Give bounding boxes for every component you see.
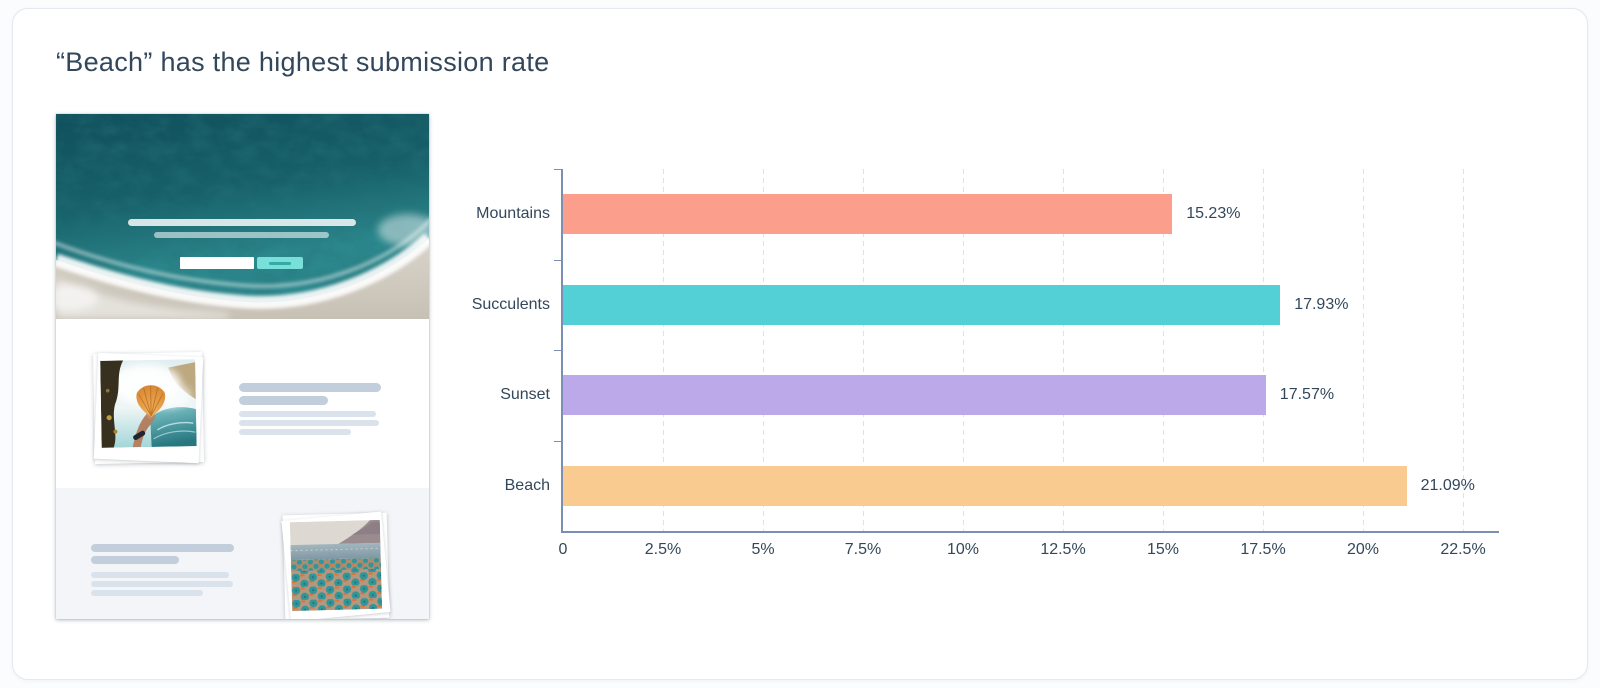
beach-umbrellas-polaroid [282,512,390,619]
x-axis-tick-label: 5% [751,541,775,558]
category-label-sunset: Sunset [500,386,550,404]
x-axis-tick-label: 0 [558,541,568,558]
bar-beach[interactable] [563,465,1407,506]
hero-subheadline-placeholder [154,232,329,238]
shell-photo [100,359,197,448]
category-label-succulents: Succulents [471,295,550,313]
gridline-5% [762,169,764,531]
x-axis-tick-label: 10% [946,541,980,558]
x-axis-tick-label: 20% [1346,541,1380,558]
value-label-mountains: 15.23% [1186,205,1241,223]
gridline-10% [962,169,964,531]
y-axis-tick [554,169,563,171]
y-axis-tick [554,350,563,352]
hero-headline-placeholder [128,219,356,226]
y-axis-tick [554,259,563,261]
report-card: “Beach” has the highest submission rate [12,8,1588,680]
hero-ocean-aerial-image [56,114,429,319]
gridline-15% [1162,169,1164,531]
y-axis-tick [554,440,563,442]
text-placeholder-heading [91,556,179,564]
gridline-7.5% [862,169,864,531]
bar-mountains[interactable] [563,194,1173,235]
beach-umbrellas-photo [289,519,383,612]
x-axis-tick-label: 12.5% [1040,541,1086,558]
feature-section-bottom [56,488,429,619]
button-label-placeholder [269,262,291,265]
category-label-beach: Beach [504,476,550,494]
x-axis-tick-label: 22.5% [1440,541,1486,558]
value-label-sunset: 17.57% [1279,386,1335,404]
gridline-12.5% [1062,169,1064,531]
gridline-17.5% [1262,169,1264,531]
submit-button-placeholder [257,257,303,269]
text-placeholder-body [91,572,229,578]
x-axis-tick-label: 15% [1146,541,1180,558]
gridline-22.5% [1462,169,1464,531]
gridline-2.5% [662,169,664,531]
feature-section-top [56,319,429,488]
shell-photo-polaroid [93,352,204,464]
bar-sunset[interactable] [563,375,1266,416]
x-axis-line [561,531,1499,533]
x-axis-tick-label: 2.5% [644,541,682,558]
x-axis-tick-label: 7.5% [844,541,882,558]
bar-succulents[interactable] [563,284,1281,325]
report-title: “Beach” has the highest submission rate [56,47,550,77]
email-input-placeholder [180,257,254,269]
bar-chart: 0 2.5% 5% 7.5% 10% 12.5% 15% 17.5% 20% 22.5% Mount… [472,169,1499,558]
text-placeholder-heading [239,383,381,392]
text-placeholder-body [239,429,351,435]
text-placeholder-body [91,590,203,596]
hero-section [56,114,429,319]
landing-page-preview [56,114,429,619]
text-placeholder-heading [239,396,328,405]
text-placeholder-body [91,581,233,587]
gridline-20% [1362,169,1364,531]
value-label-beach: 21.09% [1420,476,1475,494]
text-placeholder-body [239,420,379,426]
text-placeholder-heading [91,544,234,552]
value-label-succulents: 17.93% [1294,295,1349,313]
category-label-mountains: Mountains [476,205,550,223]
text-placeholder-body [239,411,376,417]
x-axis-tick-label: 17.5% [1240,541,1286,558]
